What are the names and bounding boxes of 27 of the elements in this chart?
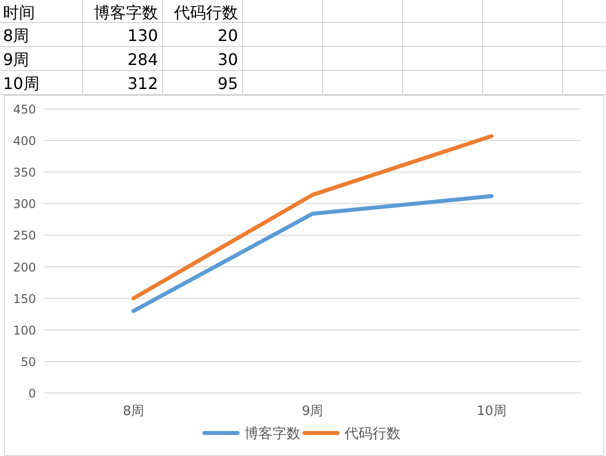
- y-tick-label: 250: [13, 228, 36, 243]
- text: 代码行数: [173, 3, 238, 22]
- category-label: 10周: [3, 74, 40, 93]
- y-tick-label: 450: [13, 102, 36, 116]
- x-tick-label: 9周: [302, 404, 324, 419]
- x-tick-label: 10周: [476, 404, 506, 419]
- data-label: 284: [127, 50, 158, 69]
- y-tick-label: 100: [13, 323, 36, 338]
- category-label: 8周: [3, 26, 30, 45]
- y-tick-label: 350: [13, 166, 36, 180]
- legend-label: 博客字数: [244, 426, 300, 442]
- text: 时间: [3, 3, 35, 22]
- x-tick-label: 8周: [122, 404, 144, 419]
- y-tick-label: 150: [13, 292, 36, 306]
- y-tick-label: 300: [13, 197, 36, 212]
- legend-label: 代码行数: [344, 426, 400, 442]
- data-label: 95: [218, 74, 238, 93]
- data-label: 130: [127, 26, 158, 45]
- data-label: 20: [218, 26, 238, 45]
- y-tick-label: 50: [20, 354, 36, 369]
- text: 博客字数: [94, 3, 158, 22]
- y-tick-label: 200: [13, 260, 36, 274]
- y-tick-label: 0: [28, 386, 36, 400]
- data-label: 312: [127, 74, 158, 93]
- y-tick-label: 400: [13, 134, 36, 148]
- category-label: 9周: [3, 50, 30, 69]
- data-label: 30: [218, 50, 238, 69]
